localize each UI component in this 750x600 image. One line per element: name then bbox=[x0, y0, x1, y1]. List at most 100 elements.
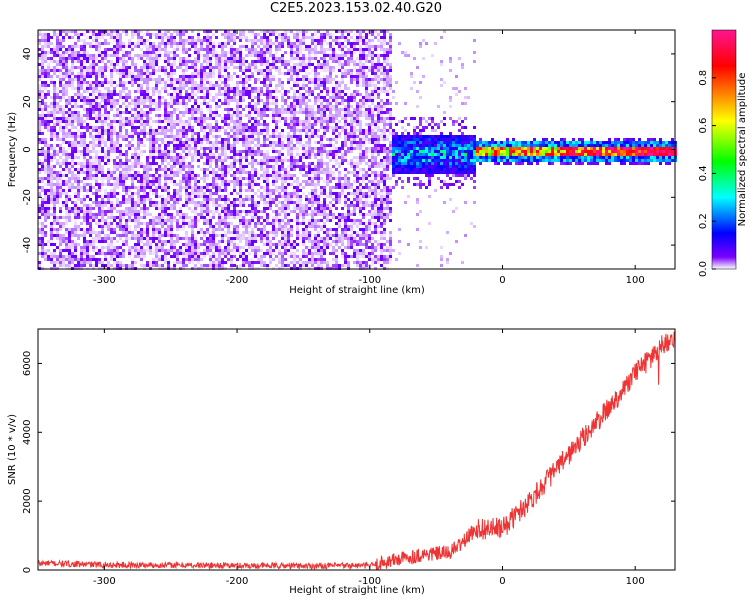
spectrogram-cell bbox=[191, 186, 194, 189]
spectrogram-cell bbox=[176, 78, 179, 81]
spectrogram-cell bbox=[287, 261, 290, 264]
spectrogram-cell bbox=[158, 36, 161, 39]
spectrogram-cell bbox=[278, 132, 281, 135]
spectrogram-cell bbox=[260, 60, 263, 63]
spectrogram-cell bbox=[248, 96, 251, 99]
spectrogram-cell bbox=[173, 48, 176, 51]
spectrogram-cell bbox=[125, 210, 128, 213]
spectrogram-cell bbox=[134, 255, 137, 258]
spectrogram-cell bbox=[98, 207, 101, 210]
spectrogram-cell bbox=[281, 84, 284, 87]
spectrogram-cell bbox=[278, 156, 281, 159]
spectrogram-cell bbox=[44, 177, 47, 180]
spectrogram-cell bbox=[152, 219, 155, 222]
spectrogram-cell bbox=[212, 246, 215, 249]
spectrogram-cell bbox=[164, 132, 167, 135]
spectrogram-cell bbox=[152, 264, 155, 267]
spectrogram-cell bbox=[56, 192, 59, 195]
spectrogram-cell bbox=[272, 99, 275, 102]
spectrogram-cell bbox=[62, 63, 65, 66]
spectrogram-cell bbox=[194, 195, 197, 198]
spectrogram-cell bbox=[83, 60, 86, 63]
spectrogram-cell bbox=[86, 246, 89, 249]
spectrogram-cell bbox=[251, 117, 254, 120]
spectrogram-cell bbox=[101, 81, 104, 84]
spectrogram-cell bbox=[248, 114, 251, 117]
spectrogram-cell bbox=[53, 126, 56, 129]
spectrogram-cell bbox=[134, 162, 137, 165]
spectrogram-cell bbox=[206, 153, 209, 156]
spectrogram-cell bbox=[65, 258, 68, 261]
spectrogram-cell bbox=[200, 114, 203, 117]
spectrogram-cell bbox=[284, 159, 287, 162]
spectrogram-cell bbox=[53, 183, 56, 186]
spectrogram-cell bbox=[83, 159, 86, 162]
spectrogram-cell bbox=[254, 66, 257, 69]
spectrogram-cell bbox=[86, 111, 89, 114]
spectrogram-cell bbox=[296, 258, 299, 261]
spectrogram-cell bbox=[191, 255, 194, 258]
spectrogram-cell bbox=[158, 75, 161, 78]
spectrogram-cell bbox=[248, 231, 251, 234]
spectrogram-cell bbox=[149, 108, 152, 111]
spectrogram-cell bbox=[41, 153, 44, 156]
spectrogram-cell bbox=[212, 231, 215, 234]
spectrogram-cell bbox=[68, 99, 71, 102]
spectrogram-cell bbox=[125, 123, 128, 126]
spectrogram-cell bbox=[272, 108, 275, 111]
spectrogram-cell bbox=[125, 120, 128, 123]
spectrogram-cell bbox=[131, 57, 134, 60]
spectrogram-cell bbox=[86, 144, 89, 147]
spectrogram-cell bbox=[38, 54, 41, 57]
spectrogram-cell bbox=[158, 45, 161, 48]
spectrogram-cell bbox=[65, 255, 68, 258]
spectrogram-cell bbox=[125, 240, 128, 243]
spectrogram-cell bbox=[302, 30, 305, 33]
spectrogram-cell bbox=[278, 135, 281, 138]
spectrogram-cell bbox=[119, 39, 122, 42]
spectrogram-cell bbox=[122, 177, 125, 180]
spectrogram-cell bbox=[41, 60, 44, 63]
spectrogram-cell bbox=[104, 192, 107, 195]
spectrogram-cell bbox=[296, 81, 299, 84]
spectrogram-cell bbox=[251, 138, 254, 141]
spectrogram-cell bbox=[194, 75, 197, 78]
spectrogram-cell bbox=[158, 255, 161, 258]
spectrogram-cell bbox=[212, 198, 215, 201]
spectrogram-cell bbox=[44, 36, 47, 39]
spectrogram-cell bbox=[197, 159, 200, 162]
spectrogram-cell bbox=[134, 153, 137, 156]
spectrogram-cell bbox=[212, 129, 215, 132]
spectrogram-cell bbox=[260, 192, 263, 195]
spectrogram-cell bbox=[95, 189, 98, 192]
spectrogram-cell bbox=[59, 57, 62, 60]
spectrogram-cell bbox=[260, 234, 263, 237]
spectrogram-cell bbox=[74, 111, 77, 114]
spectrogram-cell bbox=[215, 81, 218, 84]
spectrogram-cell bbox=[140, 153, 143, 156]
spectrogram-cell bbox=[260, 36, 263, 39]
spectrogram-cell bbox=[50, 153, 53, 156]
spectrogram-cell bbox=[233, 177, 236, 180]
spectrogram-cell bbox=[257, 216, 260, 219]
spectrogram-cell bbox=[47, 240, 50, 243]
spectrogram-cell bbox=[71, 72, 74, 75]
spectrogram-cell bbox=[242, 81, 245, 84]
spectrogram-cell bbox=[149, 198, 152, 201]
spectrogram-cell bbox=[260, 177, 263, 180]
spectrogram-cell bbox=[113, 255, 116, 258]
spectrogram-cell bbox=[251, 201, 254, 204]
spectrogram-cell bbox=[176, 30, 179, 33]
spectrogram-cell bbox=[230, 231, 233, 234]
spectrogram-cell bbox=[302, 75, 305, 78]
spectrogram-cell bbox=[245, 66, 248, 69]
spectrogram-cell bbox=[218, 147, 221, 150]
spectrogram-cell bbox=[227, 87, 230, 90]
spectrogram-cell bbox=[116, 36, 119, 39]
spectrogram-cell bbox=[140, 180, 143, 183]
spectrogram-cell bbox=[239, 234, 242, 237]
spectrogram-cell bbox=[44, 201, 47, 204]
spectrogram-cell bbox=[50, 60, 53, 63]
spectrogram-cell bbox=[143, 183, 146, 186]
spectrogram-cell bbox=[206, 222, 209, 225]
